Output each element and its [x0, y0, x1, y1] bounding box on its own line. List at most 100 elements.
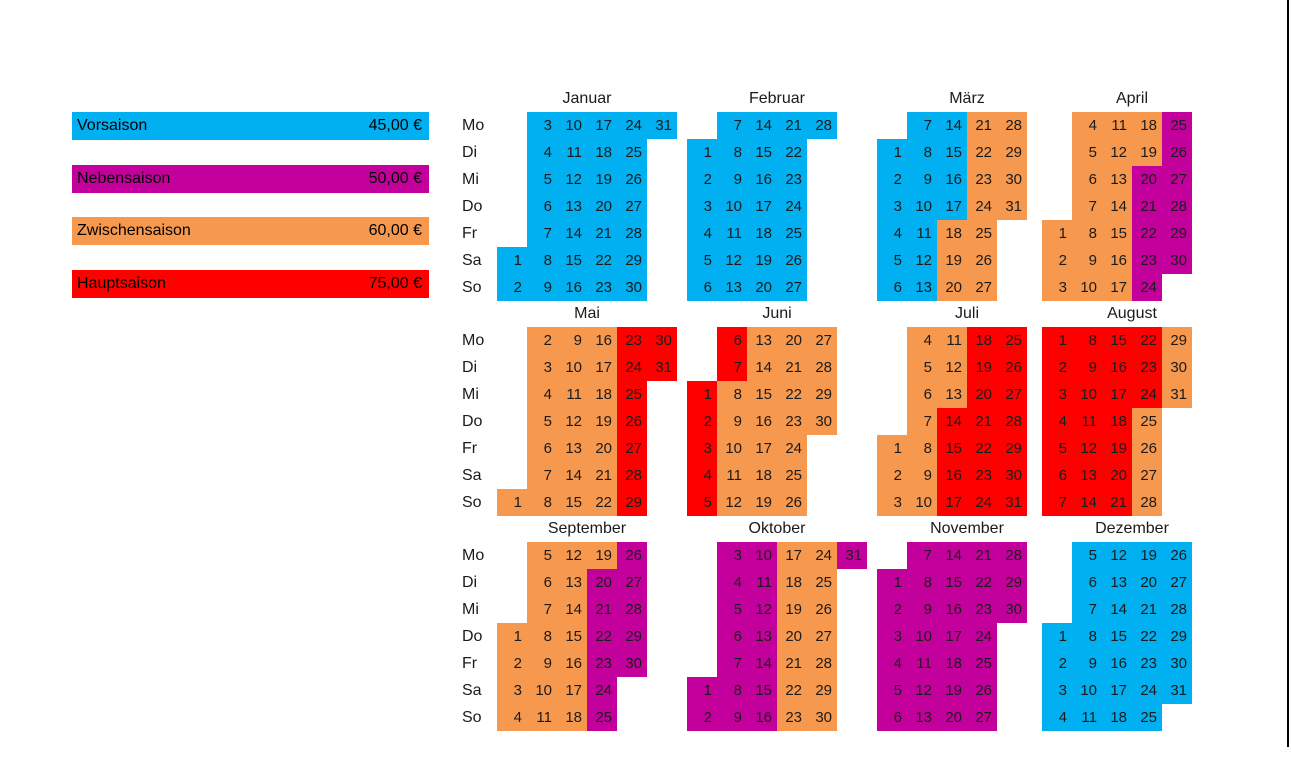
month-title: April: [1115, 90, 1148, 107]
day-cell: 20: [937, 704, 967, 731]
month-title: September: [547, 520, 627, 537]
day-cell: 20: [937, 274, 967, 301]
day-cell: 6: [527, 193, 557, 220]
day-cell: 25: [777, 220, 807, 247]
day-cell: 14: [557, 462, 587, 489]
day-cell: 10: [557, 354, 587, 381]
day-cell: 17: [937, 193, 967, 220]
day-cell: 18: [1132, 112, 1162, 139]
day-cell: 26: [967, 247, 997, 274]
day-cell: 22: [1132, 327, 1162, 354]
day-cell: 10: [1072, 274, 1102, 301]
month-title: Juli: [954, 305, 979, 322]
day-cell: 25: [997, 327, 1027, 354]
day-cell: 24: [807, 542, 837, 569]
day-cell: 4: [877, 650, 907, 677]
day-cell: 9: [1072, 247, 1102, 274]
day-cell: 4: [1072, 112, 1102, 139]
day-cell: 16: [587, 327, 617, 354]
day-cell: 26: [807, 596, 837, 623]
day-cell: 10: [907, 193, 937, 220]
day-cell: 22: [587, 489, 617, 516]
weekday-label: Di: [462, 144, 478, 161]
day-cell: 17: [1102, 381, 1132, 408]
day-cell: 23: [617, 327, 647, 354]
day-cell: 27: [617, 435, 647, 462]
day-cell: 4: [877, 220, 907, 247]
day-cell: 5: [1042, 435, 1072, 462]
day-cell: 28: [997, 112, 1027, 139]
day-cell: 29: [1162, 220, 1192, 247]
day-cell: 21: [587, 462, 617, 489]
day-cell: 29: [997, 569, 1027, 596]
day-cell: 21: [967, 112, 997, 139]
month-title: März: [949, 90, 985, 107]
day-cell: 3: [497, 677, 527, 704]
day-cell: 20: [777, 327, 807, 354]
day-cell: 2: [687, 408, 717, 435]
day-cell: 25: [617, 381, 647, 408]
day-cell: 13: [717, 274, 747, 301]
day-cell: 8: [907, 569, 937, 596]
day-cell: 21: [587, 596, 617, 623]
day-cell: 28: [807, 354, 837, 381]
day-cell: 9: [557, 327, 587, 354]
day-cell: 14: [937, 542, 967, 569]
day-cell: 10: [717, 435, 747, 462]
weekday-label: Sa: [462, 252, 482, 269]
weekday-label: Sa: [462, 682, 482, 699]
day-cell: 17: [587, 354, 617, 381]
month-title: November: [930, 520, 1004, 537]
day-cell: 2: [687, 166, 717, 193]
day-cell: 30: [1162, 650, 1192, 677]
day-cell: 27: [617, 569, 647, 596]
day-cell: 26: [777, 489, 807, 516]
day-cell: 9: [907, 462, 937, 489]
day-cell: 24: [1132, 274, 1162, 301]
day-cell: 21: [967, 542, 997, 569]
day-cell: 12: [1072, 435, 1102, 462]
day-cell: 12: [717, 489, 747, 516]
day-cell: 2: [877, 166, 907, 193]
weekday-label: So: [462, 709, 482, 726]
day-cell: 4: [907, 327, 937, 354]
day-cell: 23: [967, 462, 997, 489]
day-cell: 19: [777, 596, 807, 623]
day-cell: 13: [907, 704, 937, 731]
day-cell: 18: [747, 462, 777, 489]
day-cell: 3: [527, 354, 557, 381]
legend-label: Vorsaison: [77, 117, 148, 134]
day-cell: 23: [1132, 650, 1162, 677]
day-cell: 17: [557, 677, 587, 704]
day-cell: 15: [937, 569, 967, 596]
day-cell: 25: [967, 650, 997, 677]
day-cell: 4: [687, 220, 717, 247]
day-cell: 22: [587, 247, 617, 274]
day-cell: 28: [1162, 193, 1192, 220]
day-cell: 20: [1102, 462, 1132, 489]
day-cell: 19: [967, 354, 997, 381]
day-cell: 10: [717, 193, 747, 220]
day-cell: 12: [557, 166, 587, 193]
day-cell: 9: [717, 704, 747, 731]
day-cell: 24: [967, 193, 997, 220]
day-cell: 19: [587, 166, 617, 193]
day-cell: 13: [1072, 462, 1102, 489]
day-cell: 19: [587, 408, 617, 435]
day-cell: 10: [907, 623, 937, 650]
day-cell: 29: [1162, 327, 1192, 354]
day-cell: 27: [617, 193, 647, 220]
day-cell: 5: [1072, 542, 1102, 569]
day-cell: 28: [1132, 489, 1162, 516]
day-cell: 20: [587, 435, 617, 462]
day-cell: 12: [557, 542, 587, 569]
day-cell: 1: [497, 247, 527, 274]
day-cell: 14: [747, 650, 777, 677]
day-cell: 8: [527, 623, 557, 650]
day-cell: 15: [1102, 623, 1132, 650]
day-cell: 13: [937, 381, 967, 408]
day-cell: 27: [1162, 569, 1192, 596]
weekday-label: Mi: [462, 386, 479, 403]
day-cell: 17: [747, 435, 777, 462]
day-cell: 24: [617, 112, 647, 139]
